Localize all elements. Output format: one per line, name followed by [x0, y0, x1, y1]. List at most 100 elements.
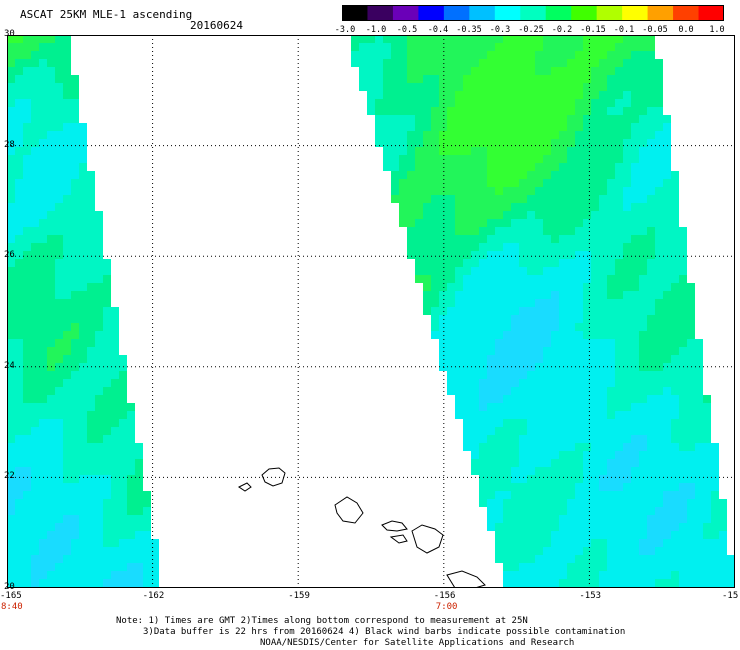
swath-cell: [7, 99, 15, 107]
swath-cell: [471, 163, 479, 171]
swath-cell: [503, 123, 511, 131]
swath-cell: [663, 187, 671, 195]
swath-cell: [79, 547, 87, 555]
swath-cell: [591, 299, 599, 307]
swath-cell: [391, 171, 399, 179]
swath-cell: [447, 107, 455, 115]
swath-cell: [79, 275, 87, 283]
swath-cell: [47, 563, 55, 571]
swath-cell: [55, 403, 63, 411]
swath-cell: [383, 67, 391, 75]
swath-cell: [623, 283, 631, 291]
swath-cell: [559, 179, 567, 187]
swath-cell: [423, 115, 431, 123]
swath-cell: [527, 475, 535, 483]
swath-cell: [143, 499, 151, 507]
swath-cell: [527, 563, 535, 571]
swath-cell: [511, 195, 519, 203]
swath-cell: [543, 227, 551, 235]
swath-cell: [103, 275, 111, 283]
swath-cell: [31, 403, 39, 411]
swath-cell: [423, 43, 431, 51]
swath-cell: [471, 43, 479, 51]
swath-cell: [575, 43, 583, 51]
swath-cell: [55, 571, 63, 579]
swath-cell: [39, 467, 47, 475]
swath-cell: [31, 331, 39, 339]
swath-cell: [95, 347, 103, 355]
swath-cell: [591, 91, 599, 99]
swath-cell: [63, 491, 71, 499]
swath-cell: [519, 299, 527, 307]
swath-cell: [687, 563, 695, 571]
swath-cell: [575, 547, 583, 555]
swath-cell: [495, 323, 503, 331]
swath-cell: [391, 91, 399, 99]
swath-cell: [639, 131, 647, 139]
swath-cell: [23, 347, 31, 355]
swath-cell: [607, 547, 615, 555]
colorbar-swatch: [571, 5, 598, 21]
swath-cell: [135, 475, 143, 483]
swath-cell: [519, 539, 527, 547]
swath-cell: [615, 195, 623, 203]
swath-cell: [695, 523, 703, 531]
swath-cell: [39, 115, 47, 123]
swath-cell: [47, 331, 55, 339]
swath-cell: [663, 475, 671, 483]
swath-cell: [407, 219, 415, 227]
swath-cell: [367, 43, 375, 51]
swath-cell: [527, 323, 535, 331]
swath-cell: [655, 323, 663, 331]
swath-cell: [39, 91, 47, 99]
swath-cell: [687, 515, 695, 523]
swath-cell: [71, 163, 79, 171]
swath-cell: [439, 187, 447, 195]
colorbar-label: -3.0: [334, 25, 356, 35]
swath-cell: [487, 211, 495, 219]
swath-cell: [111, 523, 119, 531]
swath-cell: [623, 51, 631, 59]
swath-cell: [663, 299, 671, 307]
swath-cell: [447, 163, 455, 171]
swath-cell: [423, 179, 431, 187]
swath-cell: [55, 283, 63, 291]
swath-cell: [543, 115, 551, 123]
swath-cell: [503, 531, 511, 539]
swath-cell: [55, 547, 63, 555]
swath-cell: [471, 323, 479, 331]
swath-cell: [423, 211, 431, 219]
swath-cell: [527, 379, 535, 387]
swath-cell: [95, 563, 103, 571]
swath-cell: [567, 83, 575, 91]
swath-cell: [535, 99, 543, 107]
swath-cell: [503, 315, 511, 323]
swath-cell: [559, 131, 567, 139]
swath-cell: [559, 43, 567, 51]
swath-cell: [23, 371, 31, 379]
swath-cell: [87, 547, 95, 555]
swath-cell: [55, 107, 63, 115]
swath-cell: [535, 571, 543, 579]
swath-cell: [511, 123, 519, 131]
swath-cell: [439, 275, 447, 283]
swath-cell: [135, 555, 143, 563]
swath-cell: [79, 315, 87, 323]
swath-cell: [543, 195, 551, 203]
swath-cell: [655, 171, 663, 179]
swath-cell: [655, 523, 663, 531]
swath-cell: [631, 579, 639, 587]
swath-cell: [631, 371, 639, 379]
swath-cell: [391, 43, 399, 51]
swath-cell: [543, 259, 551, 267]
swath-cell: [535, 227, 543, 235]
swath-cell: [63, 59, 71, 67]
swath-cell: [87, 451, 95, 459]
swath-cell: [567, 579, 575, 587]
swath-cell: [543, 171, 551, 179]
swath-cell: [583, 211, 591, 219]
swath-cell: [63, 283, 71, 291]
swath-cell: [567, 59, 575, 67]
swath-cell: [719, 571, 727, 579]
swath-cell: [607, 171, 615, 179]
